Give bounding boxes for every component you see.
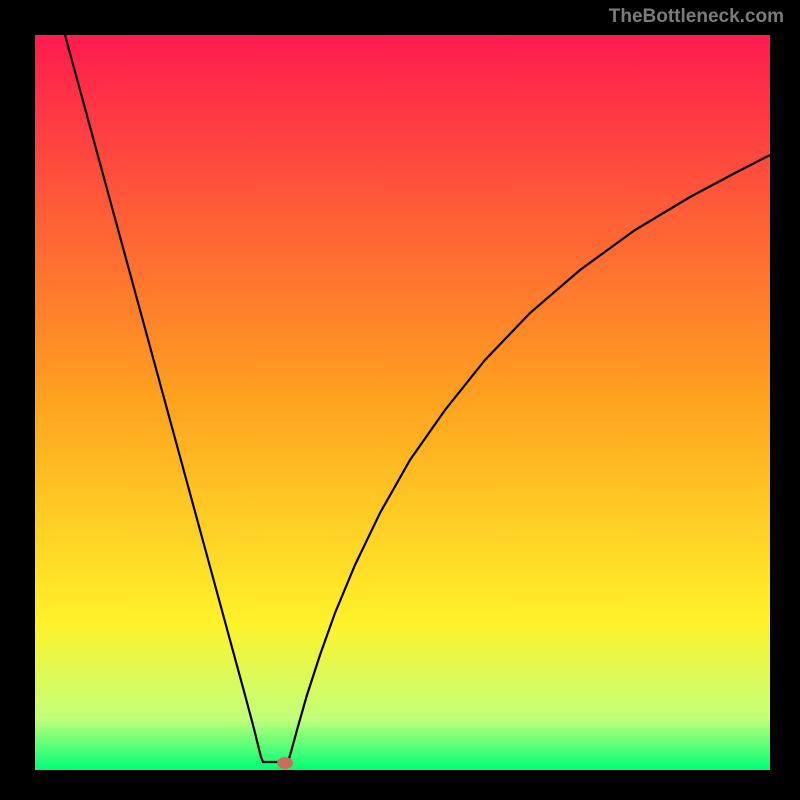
chart-svg — [35, 35, 770, 770]
trough-marker — [277, 757, 293, 769]
plot-area — [35, 35, 770, 770]
watermark-text: TheBottleneck.com — [609, 6, 784, 28]
curve-right-branch — [288, 155, 770, 762]
curve-left-branch — [65, 35, 278, 762]
